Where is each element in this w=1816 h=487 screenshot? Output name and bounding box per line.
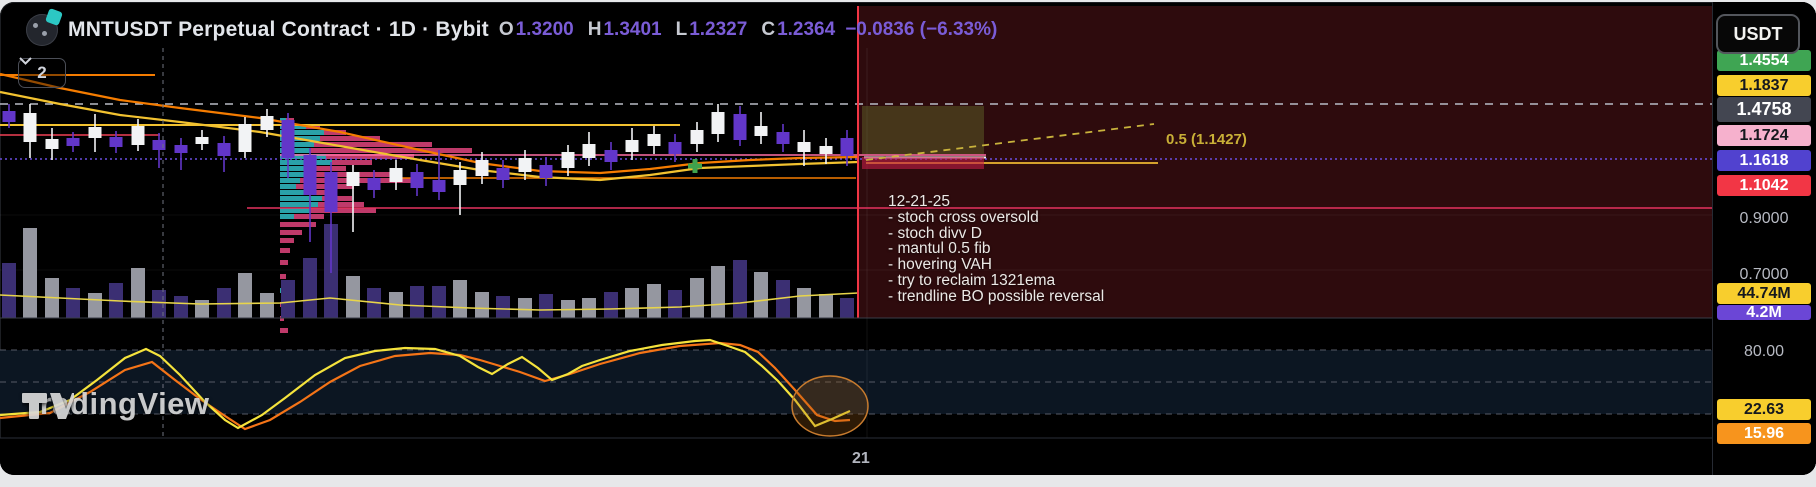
change-value: −0.0836 (−6.33%): [845, 19, 998, 40]
watermark-text: TradingView: [22, 386, 210, 421]
ohlc-item: L 1.2327: [675, 19, 748, 40]
ohlc-item: O 1.3200: [498, 19, 574, 40]
price-label[interactable]: 1.4554: [1717, 50, 1811, 71]
annotation-line: - trendline BO possible reversal: [888, 287, 1105, 305]
ohlc-item: H 1.3401: [587, 19, 662, 40]
annotation-line: - hovering VAH: [888, 256, 992, 274]
price-label[interactable]: 1.1618: [1717, 150, 1811, 171]
annotation-line: - mantul 0.5 fib: [888, 240, 991, 258]
time-axis-label[interactable]: 21: [852, 450, 870, 467]
price-label[interactable]: 1.1042: [1717, 175, 1811, 196]
chart-canvas[interactable]: [0, 2, 1816, 475]
price-label[interactable]: 44.74M: [1717, 283, 1811, 304]
symbol-title[interactable]: MNTUSDT Perpetual Contract · 1D · Bybit: [68, 18, 489, 41]
price-axis[interactable]: 1.4554 1.1837 1.4758 1.1724 1.1618 1.1042 0.90…: [1712, 2, 1816, 475]
annotation-line: - stoch divv D: [888, 224, 982, 242]
ohlc-item: C 1.2364: [761, 19, 836, 40]
symbol-logo-icon: [26, 8, 63, 46]
chart-legend: MNTUSDT Perpetual Contract · 1D · Bybit …: [26, 8, 998, 46]
currency-toggle-button[interactable]: USDT: [1716, 14, 1800, 54]
price-label[interactable]: 1.1724: [1717, 125, 1811, 146]
price-label[interactable]: 15.96: [1717, 423, 1811, 444]
ohlc-values: O 1.3200 H 1.3401 L 1.2327 C 1.2364: [499, 19, 835, 41]
fib-level-label[interactable]: 0.5 (1.1427): [1166, 131, 1247, 148]
tradingview-watermark: TradingView: [22, 386, 210, 422]
text-annotation[interactable]: 12-21-25- stoch cross oversold - stoch di…: [888, 194, 1104, 305]
annotation-line: - try to reclaim 1321ema: [888, 271, 1056, 289]
price-label[interactable]: 4.2M: [1717, 305, 1811, 320]
chevron-down-icon: [19, 57, 32, 65]
tradingview-logo-icon: [22, 393, 74, 419]
price-label[interactable]: 1.1837: [1717, 75, 1811, 96]
price-label[interactable]: 80.00: [1743, 342, 1785, 360]
price-label[interactable]: 0.9000: [1739, 209, 1789, 227]
price-label[interactable]: 1.4758: [1717, 97, 1811, 122]
annotation-line: 12-21-25: [888, 193, 951, 210]
indicator-count: 2: [37, 63, 47, 82]
annotation-line: - stoch cross oversold: [888, 208, 1039, 226]
price-label[interactable]: 22.63: [1717, 399, 1811, 420]
indicators-collapse-button[interactable]: 2: [18, 57, 66, 88]
chart-panel: MNTUSDT Perpetual Contract · 1D · Bybit …: [0, 2, 1816, 475]
price-label[interactable]: 0.7000: [1739, 265, 1789, 283]
